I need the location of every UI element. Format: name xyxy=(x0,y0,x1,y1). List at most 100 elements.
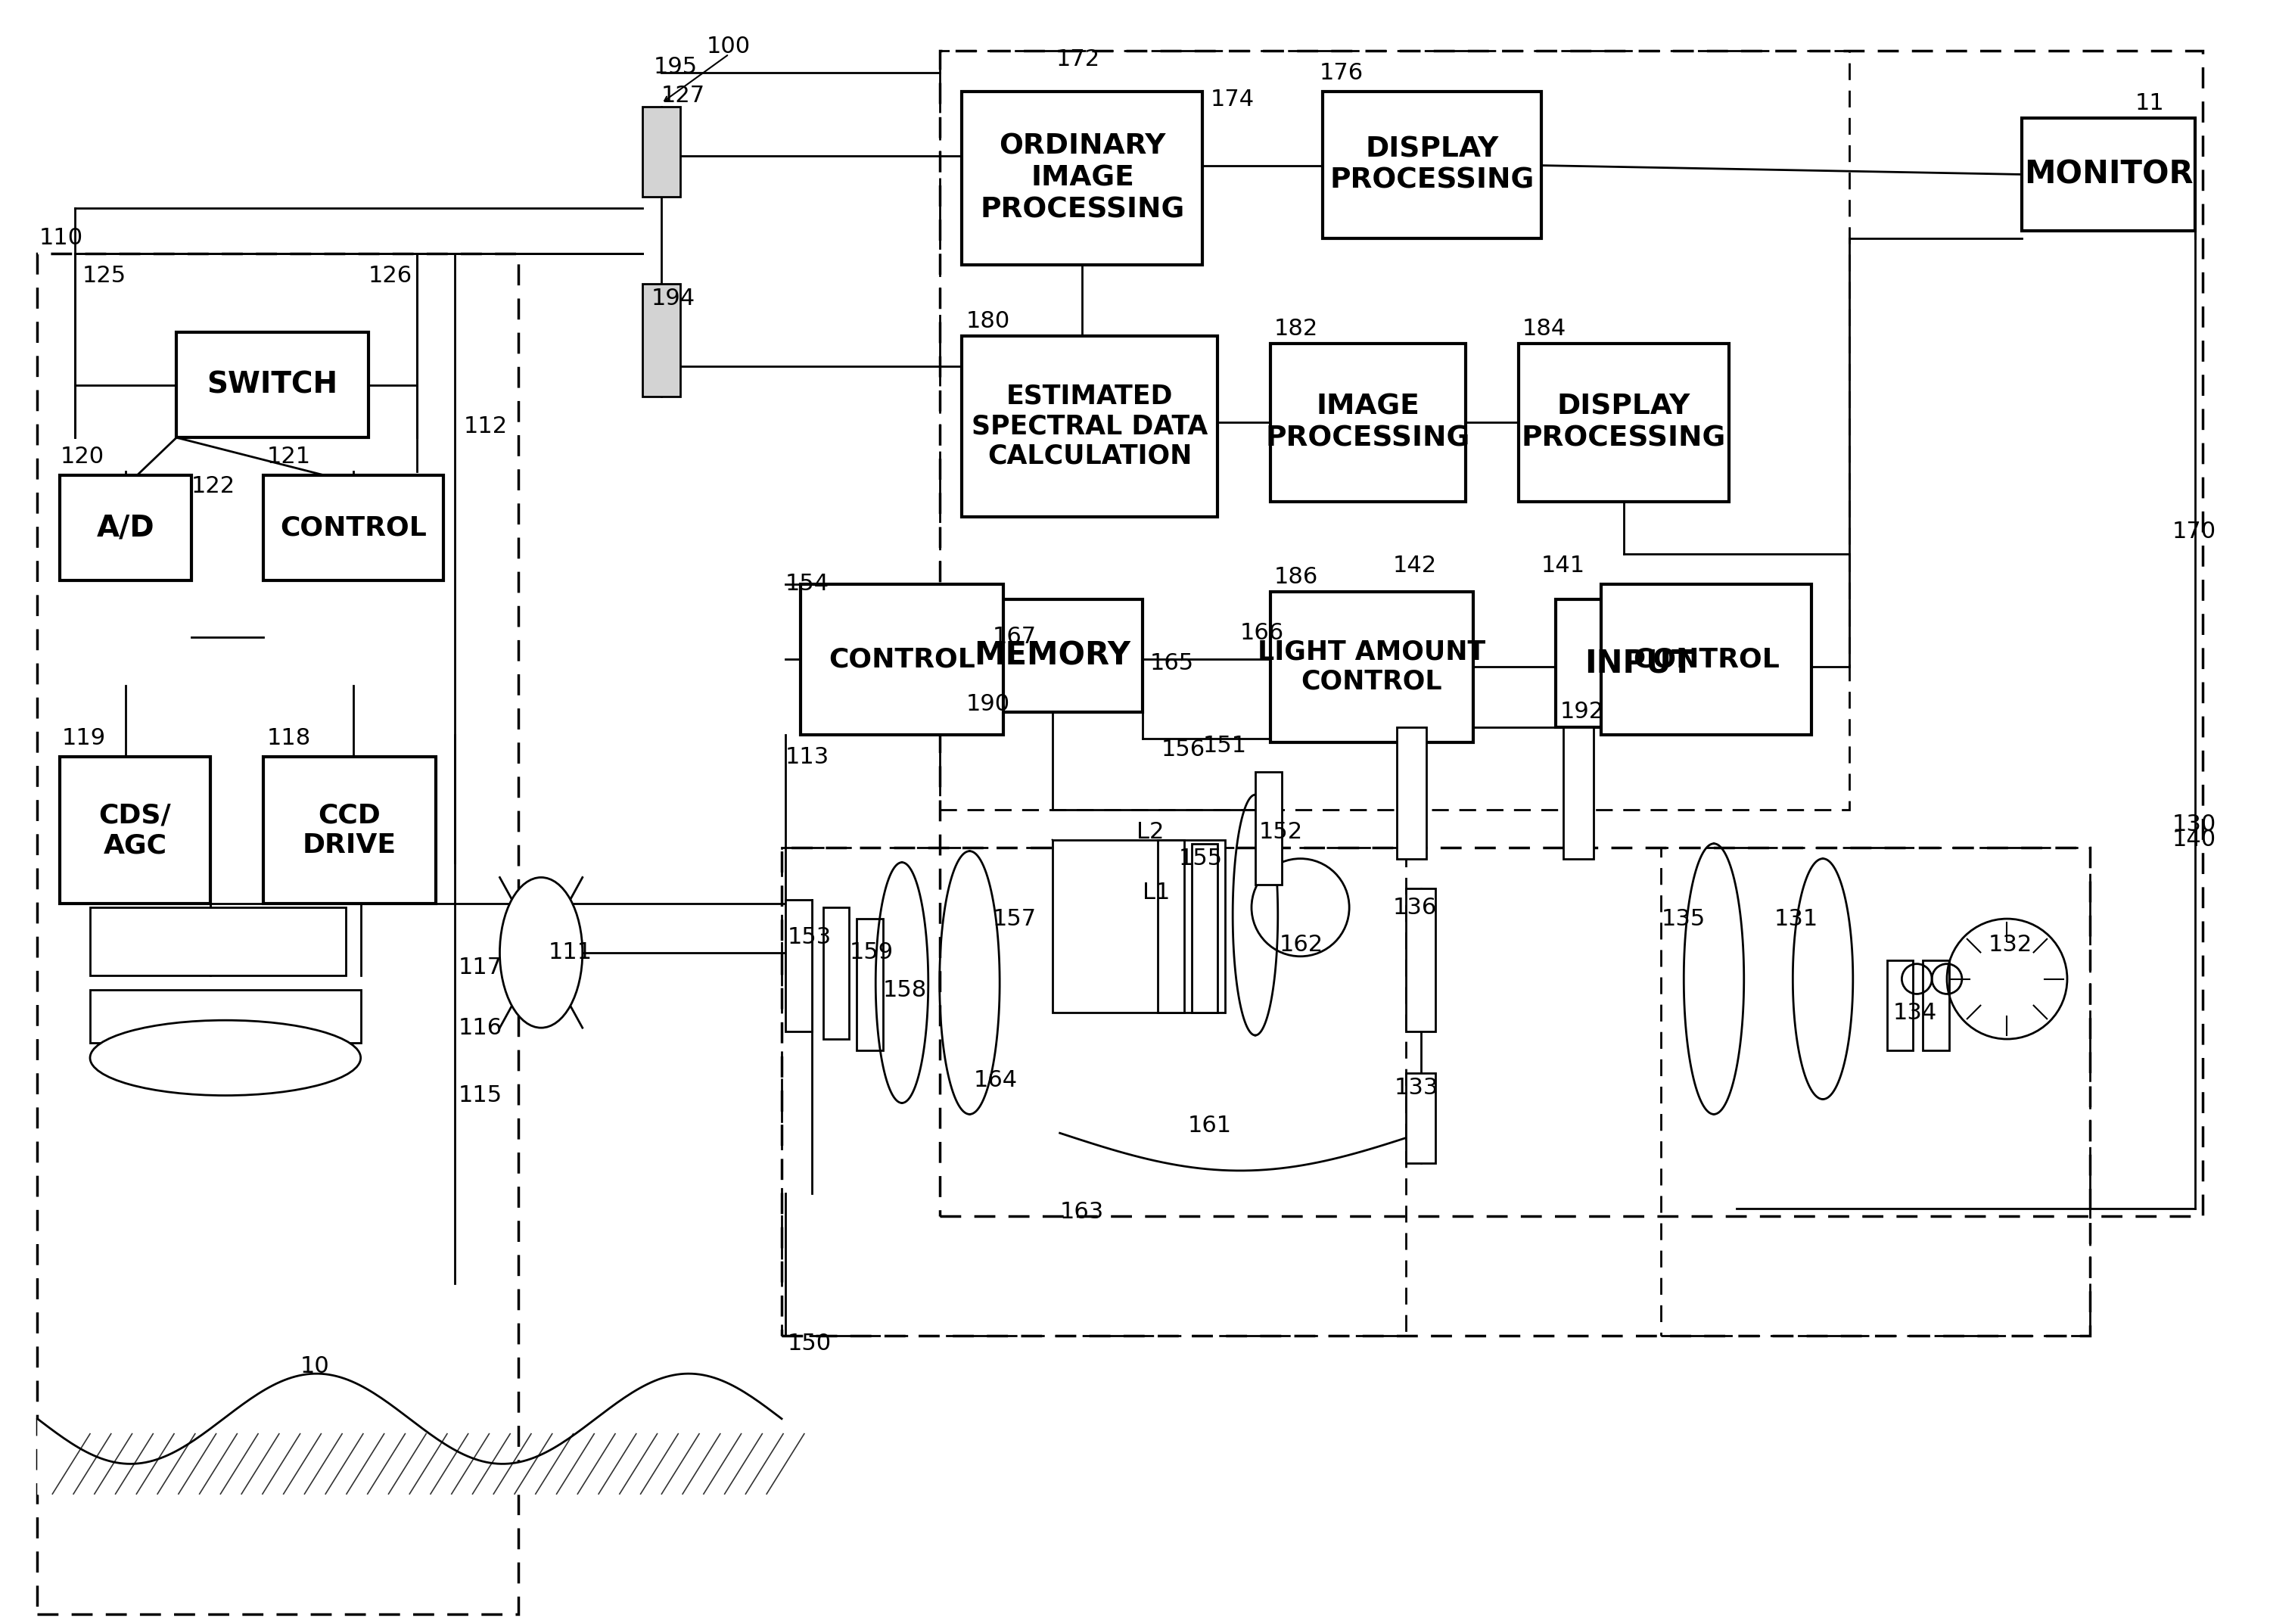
Bar xyxy=(263,476,443,580)
Text: 111: 111 xyxy=(549,942,592,963)
Bar xyxy=(59,757,211,903)
Bar xyxy=(59,476,191,580)
Bar xyxy=(1271,591,1473,742)
Bar xyxy=(36,253,518,1614)
Text: 172: 172 xyxy=(1056,49,1101,70)
Text: L2: L2 xyxy=(1137,822,1165,843)
Text: 115: 115 xyxy=(459,1085,502,1106)
Text: MONITOR: MONITOR xyxy=(2025,159,2193,190)
Text: 141: 141 xyxy=(1541,554,1584,577)
Text: 161: 161 xyxy=(1187,1114,1233,1137)
Text: 11: 11 xyxy=(2134,93,2163,114)
Text: 112: 112 xyxy=(463,416,508,437)
Text: 167: 167 xyxy=(992,625,1035,648)
Text: 163: 163 xyxy=(1060,1202,1103,1223)
Bar xyxy=(781,848,2091,1337)
Bar xyxy=(263,757,436,903)
Bar xyxy=(1519,344,1730,502)
Ellipse shape xyxy=(499,877,583,1028)
Bar xyxy=(824,908,849,1039)
Bar xyxy=(642,107,681,197)
Text: CONTROL: CONTROL xyxy=(279,515,427,541)
Text: 136: 136 xyxy=(1394,896,1437,919)
Text: 186: 186 xyxy=(1273,565,1319,588)
Text: 117: 117 xyxy=(459,957,502,979)
Bar xyxy=(940,50,2202,1216)
Bar xyxy=(1323,91,1541,239)
Text: 190: 190 xyxy=(965,693,1010,716)
Bar xyxy=(2023,119,2195,231)
Bar xyxy=(962,599,1142,711)
Text: 125: 125 xyxy=(82,265,127,287)
Text: 151: 151 xyxy=(1203,736,1246,757)
Bar xyxy=(1600,585,1811,734)
Text: 130: 130 xyxy=(2172,814,2216,836)
Bar xyxy=(91,908,345,974)
Text: CONTROL: CONTROL xyxy=(1632,646,1780,672)
Text: 182: 182 xyxy=(1273,318,1319,339)
Text: 152: 152 xyxy=(1260,822,1303,843)
Text: 164: 164 xyxy=(974,1070,1017,1091)
Text: IMAGE
PROCESSING: IMAGE PROCESSING xyxy=(1267,393,1471,451)
Bar xyxy=(962,336,1217,516)
Text: 127: 127 xyxy=(661,84,706,107)
Text: INPUT: INPUT xyxy=(1584,648,1693,679)
Text: 155: 155 xyxy=(1178,848,1224,869)
Text: CDS/
AGC: CDS/ AGC xyxy=(100,802,170,857)
Text: 170: 170 xyxy=(2172,521,2216,542)
Bar xyxy=(1396,728,1426,859)
Text: 116: 116 xyxy=(459,1017,502,1039)
Text: 142: 142 xyxy=(1394,554,1437,577)
Text: 150: 150 xyxy=(788,1333,831,1354)
Text: CCD
DRIVE: CCD DRIVE xyxy=(302,802,397,857)
Text: 192: 192 xyxy=(1559,702,1603,723)
Text: 118: 118 xyxy=(266,728,311,749)
Ellipse shape xyxy=(91,1020,361,1096)
Bar xyxy=(1886,960,1914,1051)
Bar xyxy=(1053,840,1226,1013)
Text: 126: 126 xyxy=(368,265,413,287)
Text: 194: 194 xyxy=(651,287,695,310)
Text: 174: 174 xyxy=(1210,88,1253,110)
Text: 158: 158 xyxy=(883,979,926,1000)
Bar xyxy=(177,333,368,437)
Bar xyxy=(856,919,883,1051)
Bar xyxy=(642,284,681,396)
Bar xyxy=(785,900,813,1031)
Text: 120: 120 xyxy=(59,445,104,468)
Text: 195: 195 xyxy=(654,55,697,78)
Text: 135: 135 xyxy=(1662,908,1705,929)
Bar xyxy=(1662,848,2091,1337)
Text: ORDINARY
IMAGE
PROCESSING: ORDINARY IMAGE PROCESSING xyxy=(981,133,1185,222)
Text: SWITCH: SWITCH xyxy=(207,370,338,400)
Bar xyxy=(1555,599,1721,728)
Bar xyxy=(940,50,1850,810)
Text: 119: 119 xyxy=(61,728,104,749)
Bar xyxy=(1564,728,1594,859)
Text: 134: 134 xyxy=(1893,1002,1936,1023)
Text: 159: 159 xyxy=(849,942,894,963)
Text: 162: 162 xyxy=(1280,934,1323,957)
Bar xyxy=(1255,771,1283,885)
Text: L1: L1 xyxy=(1142,882,1169,903)
Text: 154: 154 xyxy=(785,573,829,594)
Text: 132: 132 xyxy=(1989,934,2032,957)
Text: 110: 110 xyxy=(39,227,84,250)
Bar xyxy=(781,848,1405,1337)
Text: 176: 176 xyxy=(1319,62,1364,84)
Text: A/D: A/D xyxy=(98,513,154,542)
Bar xyxy=(801,585,1003,734)
Text: ESTIMATED
SPECTRAL DATA
CALCULATION: ESTIMATED SPECTRAL DATA CALCULATION xyxy=(972,383,1208,469)
Text: 140: 140 xyxy=(2172,828,2216,851)
Text: 156: 156 xyxy=(1162,739,1205,760)
Text: 133: 133 xyxy=(1394,1077,1439,1099)
Bar xyxy=(1192,843,1217,1013)
Bar xyxy=(962,91,1203,265)
Bar xyxy=(1405,1073,1435,1163)
Text: 121: 121 xyxy=(266,445,311,468)
Text: DISPLAY
PROCESSING: DISPLAY PROCESSING xyxy=(1330,136,1535,195)
Text: 180: 180 xyxy=(965,310,1010,331)
Text: CONTROL: CONTROL xyxy=(829,646,976,672)
Text: LIGHT AMOUNT
CONTROL: LIGHT AMOUNT CONTROL xyxy=(1258,640,1487,695)
Text: 184: 184 xyxy=(1523,318,1566,339)
